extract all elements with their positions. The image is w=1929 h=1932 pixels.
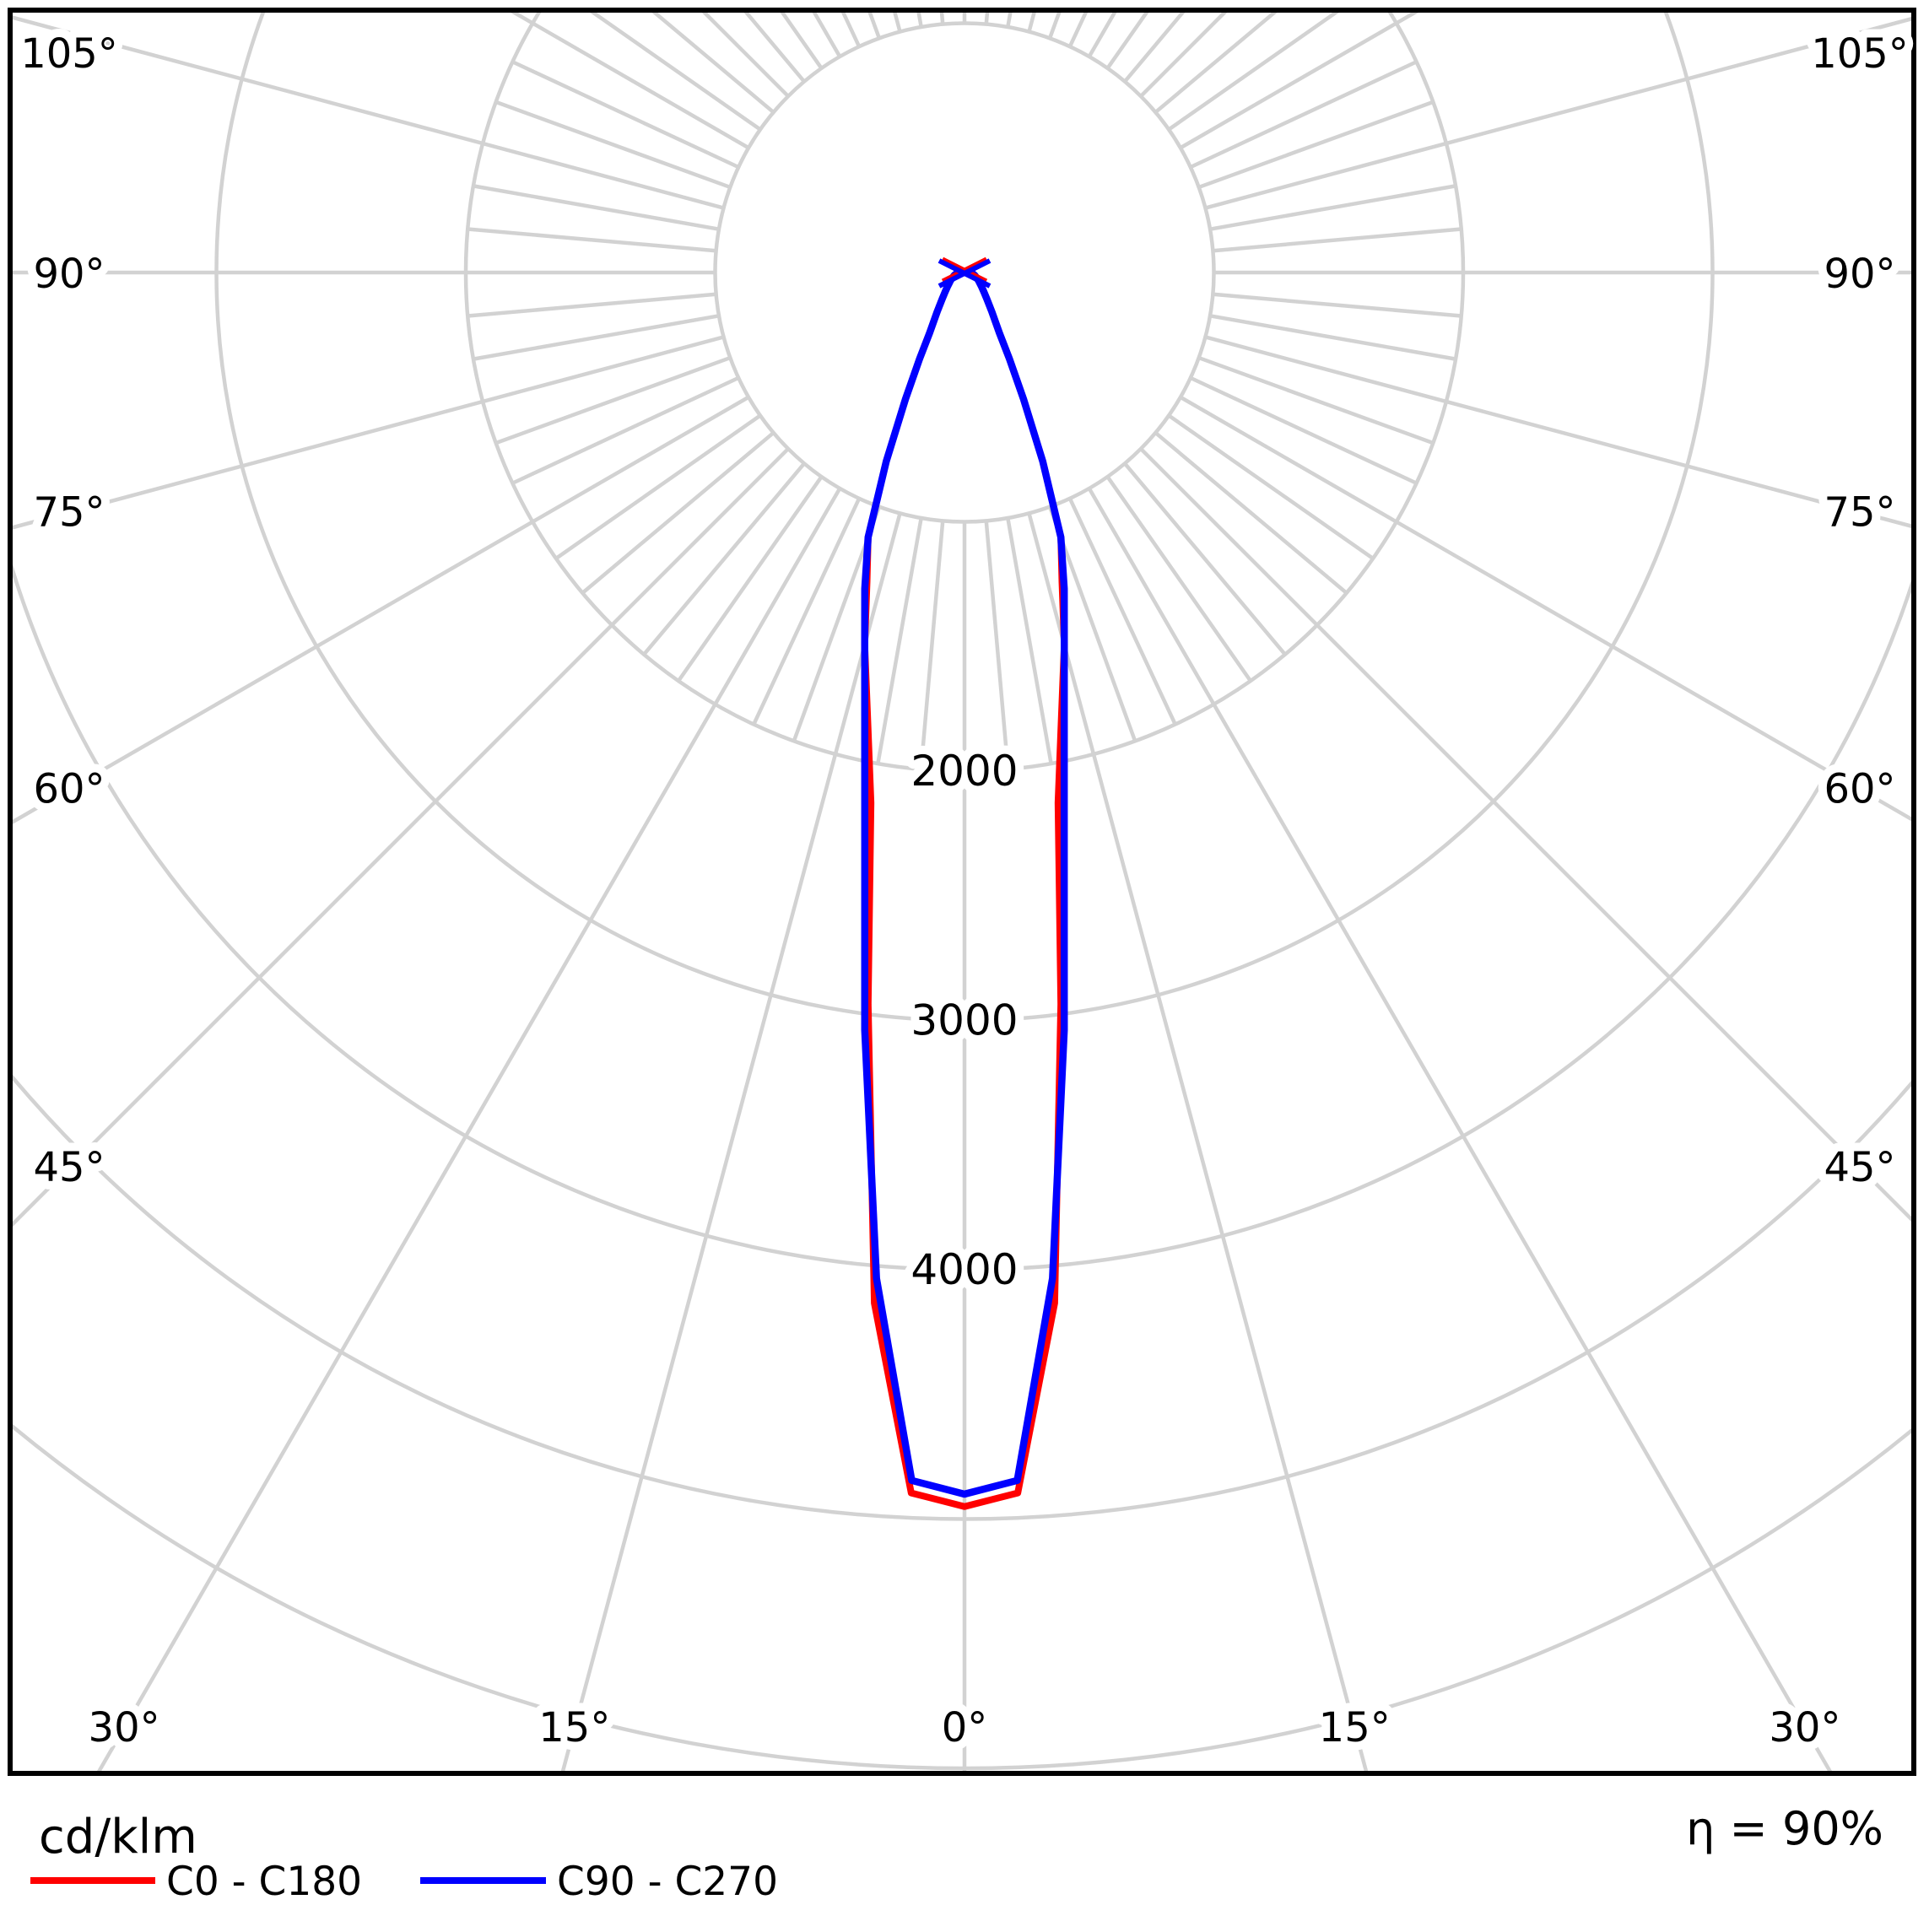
angle-label-left: 45°: [33, 1144, 105, 1191]
angle-label-right: 90°: [1824, 251, 1895, 298]
minor-spoke-line: [984, 521, 1010, 769]
ring-label: 3000: [910, 996, 1018, 1045]
minor-spoke-line: [473, 314, 720, 361]
major-spoke-line: [893, 13, 902, 33]
minor-spoke-line: [780, 13, 824, 70]
intensity-curves: [861, 256, 1068, 1510]
minor-spoke-line: [642, 461, 806, 656]
legend-label-c0-c180: C0 - C180: [166, 1859, 362, 1905]
minor-spoke-line: [867, 13, 882, 40]
minor-spoke-line: [1067, 497, 1177, 726]
angle-label-left: 90°: [33, 251, 105, 298]
minor-spoke-line: [1189, 60, 1418, 170]
axis-labels: 2000 3000 4000 105° 105° 90° 90° 75° 75° 60° 60° 45…: [12, 22, 1917, 1760]
legend-label-c90-c270: C90 - C270: [557, 1859, 778, 1905]
minor-spoke-line: [752, 497, 862, 726]
minor-spoke-line: [1123, 461, 1287, 656]
angle-label-right: 45°: [1824, 1144, 1895, 1191]
minor-spoke-line: [494, 100, 732, 190]
minor-spoke-line: [919, 521, 945, 769]
major-spoke-line: [560, 512, 902, 1771]
minor-spoke-line: [1105, 475, 1252, 683]
minor-spoke-line: [467, 227, 716, 253]
minor-spoke-line: [1189, 375, 1418, 485]
minor-spoke-line: [1154, 13, 1278, 114]
efficiency-label: η = 90%: [1686, 1802, 1883, 1855]
minor-spoke-line: [1006, 517, 1053, 764]
major-spoke-line: [1139, 447, 1911, 1222]
major-spoke-line: [13, 335, 725, 530]
minor-spoke-line: [467, 292, 716, 318]
minor-spoke-line: [554, 413, 762, 560]
angle-label-left: 75°: [33, 488, 105, 536]
major-spoke-line: [701, 13, 790, 98]
curve-c90-c270: [861, 268, 1068, 1498]
plot-frame: [8, 8, 1916, 1776]
minor-spoke-line: [1197, 355, 1435, 445]
major-spoke-line: [1204, 335, 1911, 528]
angle-label-bottom: 30°: [1769, 1704, 1840, 1751]
angle-label-right: 60°: [1824, 766, 1895, 813]
ring-label: 2000: [910, 747, 1018, 796]
minor-spoke-line: [651, 13, 775, 114]
minor-spoke-line: [743, 13, 806, 84]
angle-label-right: 75°: [1824, 488, 1895, 536]
minor-spoke-line: [677, 475, 824, 683]
major-spoke-line: [13, 15, 725, 210]
minor-spoke-line: [1123, 13, 1186, 84]
minor-spoke-line: [1154, 431, 1348, 595]
major-spoke-line: [13, 447, 790, 1228]
minor-spoke-line: [1167, 413, 1375, 560]
legend: C0 - C180 C90 - C270: [30, 1859, 778, 1905]
angle-label-left: 105°: [20, 30, 118, 78]
minor-spoke-line: [1105, 13, 1149, 70]
angle-label-bottom: 15°: [1319, 1704, 1391, 1751]
major-spoke-line: [97, 487, 842, 1771]
units-label: cd/klm: [39, 1810, 197, 1865]
major-spoke-line: [1027, 512, 1369, 1771]
major-spoke-line: [1027, 13, 1036, 33]
angle-label-bottom: 30°: [89, 1704, 160, 1751]
minor-spoke-line: [1197, 100, 1435, 190]
minor-spoke-line: [581, 431, 775, 595]
ring-label: 4000: [910, 1245, 1018, 1294]
minor-spoke-line: [1209, 314, 1456, 361]
minor-spoke-line: [1047, 13, 1062, 40]
minor-spoke-line: [876, 517, 923, 764]
minor-spoke-line: [1167, 13, 1339, 132]
origin-flare-red: [941, 256, 988, 283]
minor-spoke-line: [511, 60, 740, 170]
minor-spoke-line: [473, 184, 720, 231]
minor-spoke-line: [1209, 184, 1456, 231]
minor-spoke-line: [1213, 227, 1462, 253]
major-spoke-line: [1179, 395, 1911, 822]
angle-label-bottom: 0°: [942, 1704, 988, 1751]
major-spoke-line: [13, 395, 750, 824]
minor-spoke-line: [590, 13, 762, 132]
major-spoke-line: [1087, 487, 1832, 1771]
angle-label-left: 60°: [33, 766, 105, 813]
minor-spoke-line: [511, 375, 740, 485]
angle-label-bottom: 15°: [538, 1704, 610, 1751]
origin-flare-blue: [937, 258, 992, 289]
minor-spoke-line: [494, 355, 732, 445]
angle-label-right: 105°: [1811, 30, 1909, 78]
minor-spoke-line: [1213, 292, 1462, 318]
major-spoke-line: [1204, 17, 1911, 210]
